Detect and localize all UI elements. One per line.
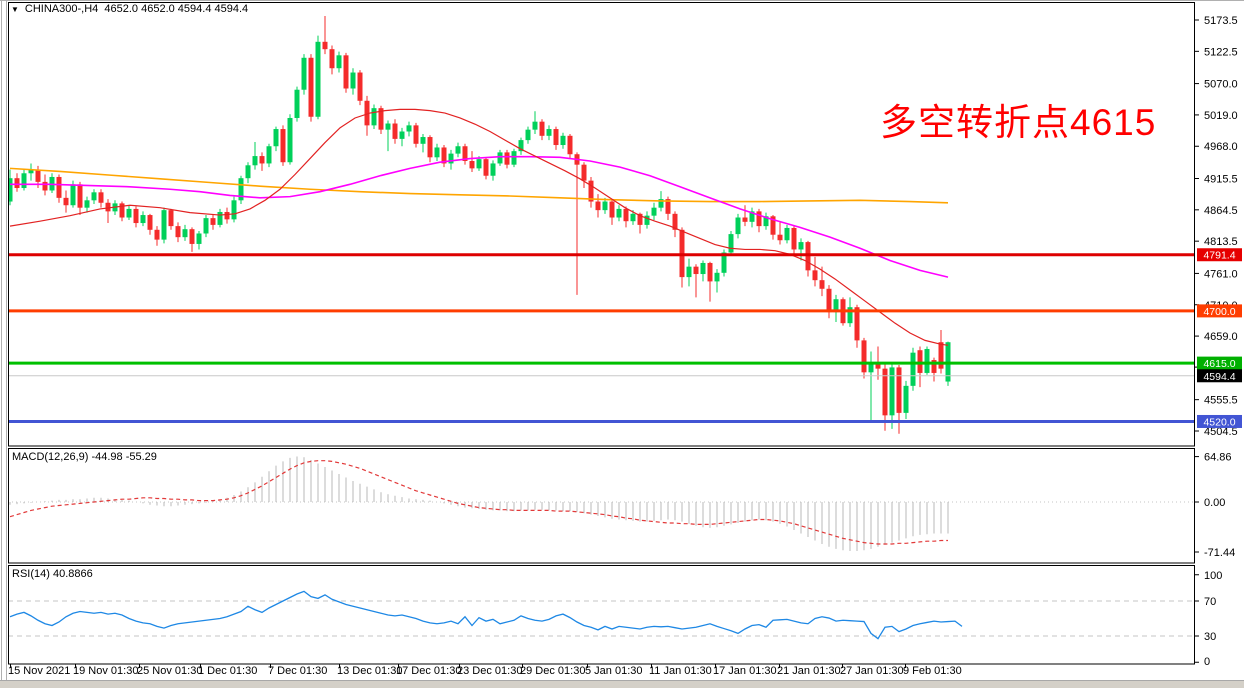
macd-tick-label: 0.00: [1204, 497, 1225, 509]
price-tick-label: 5122.5: [1204, 46, 1238, 58]
candlesticks: [9, 16, 951, 434]
time-tick-label: 7 Dec 01:30: [268, 665, 327, 677]
time-tick-label: 11 Jan 01:30: [649, 665, 712, 677]
rsi-plot-area[interactable]: [8, 590, 1195, 640]
price-badge-label: 4791.4: [1203, 250, 1235, 262]
price-tick-label: 4864.5: [1204, 205, 1238, 217]
price-tick-label: 4555.5: [1204, 395, 1238, 407]
window-left-edge: [1, 0, 2, 688]
price-tick-label: 4659.0: [1204, 331, 1238, 343]
macd-plot-area[interactable]: [8, 456, 1195, 552]
window-left-inner-edge: [6, 0, 7, 688]
price-tick-label: 4915.5: [1204, 174, 1238, 186]
price-tick-label: 5070.0: [1204, 79, 1238, 91]
rsi-tick-label: 70: [1204, 596, 1216, 608]
time-tick-label: 19 Nov 01:30: [73, 665, 138, 677]
time-tick-label: 1 Dec 01:30: [198, 665, 257, 677]
chart-title: ▼ CHINA300-,H4 4652.0 4652.0 4594.4 4594…: [11, 3, 248, 15]
price-tick-label: 4761.0: [1204, 268, 1238, 280]
time-tick-label: 9 Feb 01:30: [903, 665, 962, 677]
ma-fast-red: [9, 108, 949, 346]
time-tick-label: 27 Jan 01:30: [840, 665, 904, 677]
ma-mid-magenta: [10, 155, 949, 278]
horizontal-level-lines[interactable]: [8, 253, 1195, 423]
symbol-dropdown-icon[interactable]: ▼: [11, 4, 19, 14]
time-tick-label: 25 Nov 01:30: [137, 665, 202, 677]
price-badge-label: 4594.4: [1203, 371, 1235, 383]
time-tick-label: 15 Nov 2021: [8, 665, 70, 677]
price-tick-label: 5019.0: [1204, 110, 1238, 122]
time-tick-label: 17 Dec 01:30: [396, 665, 461, 677]
rsi-tick-label: 30: [1204, 631, 1216, 643]
macd-histogram: [9, 456, 949, 551]
time-tick-label: 17 Jan 01:30: [713, 665, 777, 677]
price-tick-label: 4813.5: [1204, 236, 1238, 248]
time-tick-label: 29 Dec 01:30: [520, 665, 585, 677]
rsi-tick-label: 100: [1204, 570, 1222, 582]
panel-borders: [8, 2, 1195, 665]
ma-slow-orange: [9, 167, 949, 204]
price-badge-label: 4615.0: [1203, 358, 1235, 370]
macd-tick-label: -71.44: [1204, 547, 1235, 559]
time-tick-label: 5 Jan 01:30: [585, 665, 643, 677]
window-top-edge: [0, 0, 1244, 1]
time-tick-label: 13 Dec 01:30: [337, 665, 402, 677]
chart-title-text: CHINA300-,H4 4652.0 4652.0 4594.4 4594.4: [24, 3, 249, 15]
price-badge-label: 4700.0: [1203, 306, 1235, 318]
macd-signal-line: [9, 460, 948, 545]
macd-indicator-label: MACD(12,26,9) -44.98 -55.29: [12, 451, 157, 463]
rsi-line: [9, 590, 963, 640]
price-badge-label: 4520.0: [1203, 416, 1235, 428]
macd-tick-label: 64.86: [1204, 452, 1232, 464]
annotation-text: 多空转折点4615: [880, 102, 1157, 143]
price-tick-label: 4504.5: [1204, 426, 1238, 438]
time-tick-label: 21 Jan 01:30: [777, 665, 841, 677]
price-tick-label: 5173.5: [1204, 15, 1238, 27]
rsi-indicator-label: RSI(14) 40.8866: [12, 568, 93, 580]
window-bottom-strip: [0, 680, 1244, 688]
time-tick-label: 23 Dec 01:30: [457, 665, 522, 677]
price-tick-label: 4968.0: [1204, 141, 1238, 153]
price-axis[interactable]: 5173.5 5122.5 5070.0 5019.0 4968.0 4915.5 4864…: [1194, 15, 1238, 668]
price-plot-area[interactable]: [8, 16, 1196, 434]
rsi-tick-label: 0: [1204, 656, 1210, 668]
